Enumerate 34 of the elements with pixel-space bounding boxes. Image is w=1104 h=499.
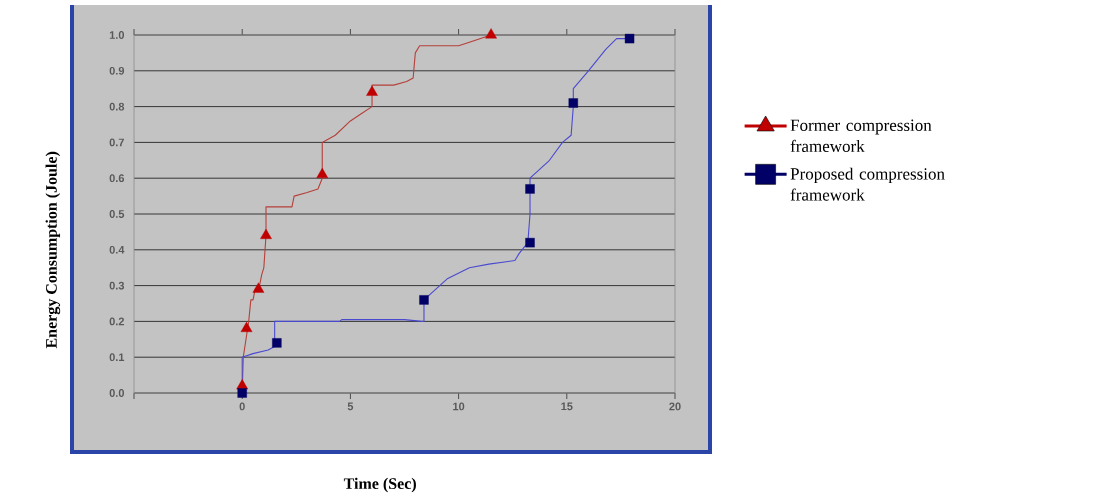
y-tick-label: 0.7: [109, 138, 124, 147]
point: [624, 33, 635, 44]
x-tick-label: 20: [669, 402, 681, 411]
x-tick-label: 0: [239, 402, 245, 411]
legend-label: Proposed compression framework: [790, 167, 945, 201]
point: [272, 338, 282, 348]
y-tick-label: 1.0: [109, 31, 125, 39]
x-tick-label: 10: [453, 402, 465, 411]
point: [240, 321, 253, 333]
y-tick-label: 0.2: [109, 317, 125, 326]
x-tick-label: 5: [347, 402, 354, 411]
point: [485, 28, 497, 39]
y-tick-label: 0.1: [109, 353, 125, 362]
point: [260, 228, 272, 239]
point: [237, 388, 247, 398]
y-tick-label: 0.3: [109, 281, 125, 290]
point: [236, 379, 249, 390]
y-tick-label: 0.6: [109, 174, 125, 183]
point: [525, 184, 535, 194]
point: [252, 282, 265, 293]
y-tick-label: 0.4: [109, 245, 125, 254]
point: [316, 167, 329, 179]
y-tick-label: 0.5: [109, 210, 125, 218]
point: [568, 98, 578, 108]
x-axis-title: Time (Sec): [343, 477, 416, 493]
y-tick-label: 0.9: [109, 66, 125, 75]
y-tick-label: 0.8: [109, 102, 125, 111]
x-tick-label: 15: [561, 402, 573, 411]
y-tick-label: 0.0: [109, 389, 125, 397]
legend-label: Former compression framework: [790, 119, 932, 153]
point: [366, 85, 378, 96]
point: [419, 295, 429, 305]
point: [525, 237, 535, 248]
y-axis-title: Energy Consumption (Joule): [45, 151, 61, 349]
